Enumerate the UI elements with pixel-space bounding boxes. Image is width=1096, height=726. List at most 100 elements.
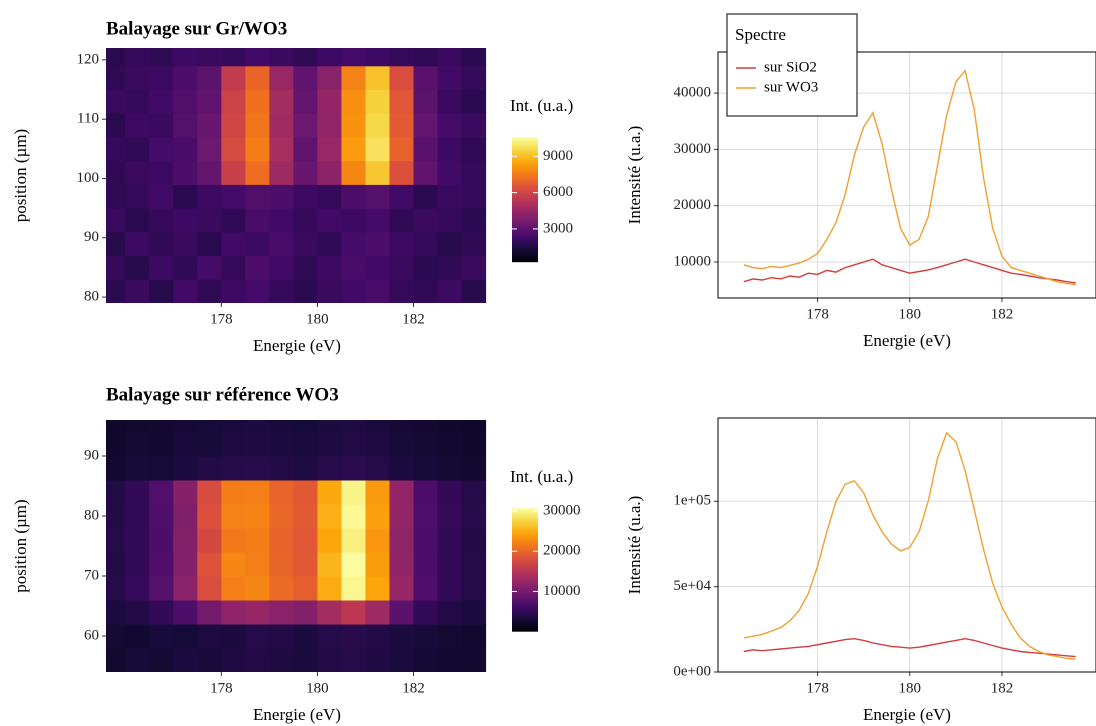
heat-cell [197, 279, 222, 303]
heat-cell [317, 552, 342, 577]
heat-cell [461, 184, 487, 209]
heat-cell [365, 208, 390, 233]
heat-cell [389, 255, 415, 280]
heat-cell [197, 480, 222, 505]
heat-cell [365, 48, 390, 67]
heat-cell [245, 48, 270, 67]
heat-cell [269, 255, 294, 280]
heat-cell [106, 136, 126, 162]
heat-cell [149, 648, 174, 672]
legend-label: sur SiO2 [764, 59, 817, 75]
heat-cell [269, 456, 294, 481]
heat-cell [173, 279, 198, 303]
heat-cell [461, 208, 487, 233]
heat-cell [106, 600, 126, 625]
heat-cell [437, 208, 463, 233]
heat-cell [245, 624, 270, 649]
heat-cell [365, 279, 390, 303]
heat-cell [221, 89, 246, 114]
heat-cell [173, 480, 198, 505]
heat-cell [106, 552, 126, 577]
heat-cell [293, 504, 318, 529]
heat-cell [197, 255, 222, 280]
heat-cell [365, 480, 390, 505]
heat-cell [221, 600, 246, 625]
heat-cell [245, 255, 270, 280]
heat-cell [413, 480, 439, 505]
heat-cell [125, 600, 150, 625]
heat-cell [293, 624, 318, 649]
heat-cell [221, 255, 246, 280]
heat-cell [197, 576, 222, 601]
colorbar-tick-label: 30000 [543, 502, 581, 518]
heat-cell [221, 420, 246, 433]
heat-cell [389, 480, 415, 505]
heat-cell [413, 184, 439, 209]
heat-cell [269, 432, 294, 457]
heat-cell [269, 480, 294, 505]
heat-cell [341, 624, 366, 649]
heat-cell [221, 432, 246, 457]
heat-cell [221, 576, 246, 601]
heat-cell [245, 113, 270, 138]
heat-cell [437, 576, 463, 601]
heat-cell [149, 136, 174, 162]
heat-cell [221, 624, 246, 649]
heat-cell [245, 528, 270, 553]
heat-cell [317, 456, 342, 481]
heat-cell [245, 89, 270, 114]
heat-cell [106, 279, 126, 303]
heat-cell [461, 48, 487, 67]
heat-cell [269, 279, 294, 303]
heat-cell [149, 552, 174, 577]
heat-cell [437, 113, 463, 138]
heat-cell [149, 113, 174, 138]
heat-cell [149, 420, 174, 433]
heat-cell [149, 456, 174, 481]
heat-cell [173, 576, 198, 601]
heat-cell [197, 113, 222, 138]
heat-cell [437, 648, 463, 672]
heat-cell [437, 432, 463, 457]
heat-cell [269, 48, 294, 67]
heat-cell [245, 65, 270, 91]
heat-cell [437, 48, 463, 67]
heat-cell [365, 504, 390, 529]
heat-cell [413, 65, 439, 91]
line-series [743, 431, 1076, 660]
heat-cell [341, 420, 366, 433]
heat-cell [461, 504, 487, 529]
heat-cell [437, 160, 463, 185]
heat-cell [293, 576, 318, 601]
heat-cell [293, 89, 318, 114]
x-tick-label: 178 [210, 680, 233, 696]
heat-cell [245, 160, 270, 185]
heat-cell [365, 420, 390, 433]
heat-cell [245, 231, 270, 257]
heat-cell [106, 255, 126, 280]
heat-cell [173, 65, 198, 91]
heat-cell [245, 504, 270, 529]
heat-cell [437, 480, 463, 505]
heat-cell [461, 113, 487, 138]
heat-cell [269, 528, 294, 553]
heat-cell [365, 113, 390, 138]
heat-cell [245, 279, 270, 303]
heat-cell [461, 528, 487, 553]
heat-cell [293, 432, 318, 457]
heat-cell [269, 113, 294, 138]
heat-cell [365, 624, 390, 649]
heat-cell [293, 600, 318, 625]
heat-cell [197, 600, 222, 625]
heat-cell [461, 279, 487, 303]
heat-cell [173, 208, 198, 233]
heat-cell [173, 231, 198, 257]
heat-cell [173, 89, 198, 114]
heat-cell [149, 279, 174, 303]
colorbar [512, 508, 538, 632]
heat-cell [149, 576, 174, 601]
x-tick-label: 180 [306, 311, 329, 327]
heat-cell [197, 432, 222, 457]
heat-cell [317, 255, 342, 280]
heat-cell [437, 552, 463, 577]
